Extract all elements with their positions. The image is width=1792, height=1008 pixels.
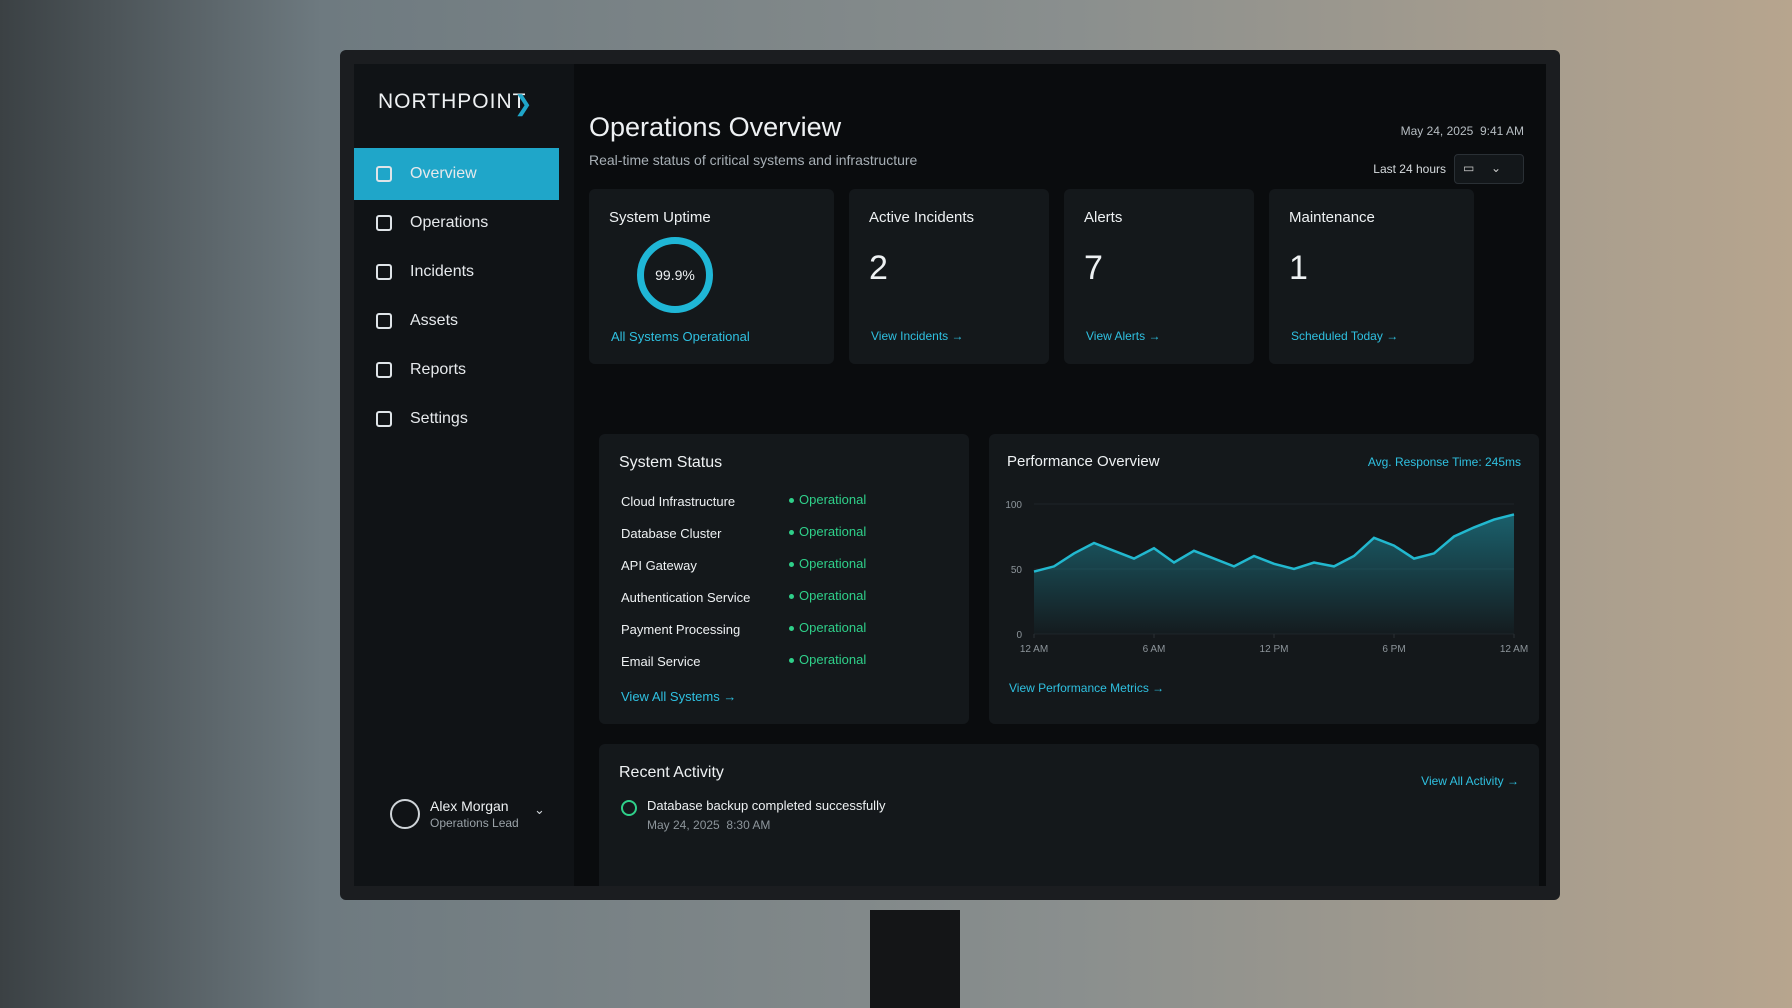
- user-role: Operations Lead: [430, 816, 519, 830]
- stat-value: 7: [1084, 249, 1103, 287]
- system-name: Database Cluster: [621, 526, 722, 541]
- date: May 24, 2025: [647, 818, 720, 832]
- card-title: System Uptime: [609, 209, 711, 226]
- link-text[interactable]: View Incidents: [871, 329, 949, 343]
- uptime-ring: 99.9%: [637, 237, 713, 313]
- system-status: Operational: [799, 524, 867, 539]
- area: [1034, 514, 1514, 634]
- nav-item[interactable]: Overview: [354, 148, 559, 200]
- activity-text: Database backup completed successfully: [647, 798, 886, 813]
- status-dot: [789, 498, 794, 503]
- activity-card: Recent Activity View All Activity → Data…: [599, 744, 1539, 886]
- page-title: Operations Overview: [589, 112, 842, 142]
- stat-card: Alerts 7 View Alerts →: [1064, 189, 1254, 364]
- card-title: Recent Activity: [619, 764, 724, 781]
- nav-icon[interactable]: [376, 215, 392, 231]
- time: 9:41 AM: [1479, 124, 1524, 138]
- success-icon: [621, 800, 637, 816]
- system-status-card: System Status Cloud Infrastructure Operat…: [599, 434, 969, 724]
- system-status: Operational: [799, 652, 867, 667]
- datetime: May 24, 2025 9:41 AM: [1401, 124, 1524, 138]
- view-link[interactable]: View All Activity →: [1421, 774, 1519, 788]
- stat-card: Active Incidents 2 View Incidents →: [849, 189, 1049, 364]
- nav-icon[interactable]: [376, 411, 392, 427]
- card-title: Active Incidents: [869, 209, 975, 226]
- nav-icon[interactable]: [376, 166, 392, 182]
- chart: Performance Overview Avg. Response Time: …: [1005, 453, 1528, 695]
- system-status: Operational: [799, 588, 867, 603]
- brand-mark: ❯: [514, 91, 533, 116]
- range-picker[interactable]: ▭ ⌄: [1454, 154, 1524, 184]
- link-text[interactable]: View Alerts: [1086, 329, 1146, 343]
- status-link[interactable]: All Systems Operational: [611, 329, 750, 344]
- view-link[interactable]: View All Systems →: [621, 689, 737, 704]
- stat-value: 1: [1289, 249, 1308, 287]
- view-link[interactable]: View Alerts →: [1086, 329, 1161, 343]
- status-dot: [789, 562, 794, 567]
- card-title: Maintenance: [1289, 209, 1375, 226]
- x-tick-label: 6 AM: [1143, 644, 1166, 655]
- system-name: Cloud Infrastructure: [621, 494, 736, 509]
- sidebar: NORTHPOINT ❯ Overview Operations Incidents…: [354, 64, 574, 886]
- status-dot: [789, 658, 794, 663]
- nav-item[interactable]: Operations: [354, 197, 559, 249]
- nav-item[interactable]: Settings: [354, 393, 559, 445]
- status-dot: [789, 594, 794, 599]
- view-link[interactable]: View Performance Metrics →: [1009, 681, 1164, 695]
- chart-annotation: Avg. Response Time: 245ms: [1368, 455, 1521, 469]
- stat-value: 2: [869, 249, 888, 287]
- status-dot: [789, 530, 794, 535]
- chart-title: Performance Overview: [1007, 453, 1160, 470]
- link-text[interactable]: Scheduled Today: [1291, 329, 1383, 343]
- stat-card: System Uptime 99.9% All Systems Operationa…: [589, 189, 834, 364]
- x-tick-label: 12 AM: [1020, 644, 1048, 655]
- x-tick-label: 12 AM: [1500, 644, 1528, 655]
- system-name: Authentication Service: [621, 590, 751, 605]
- link-text[interactable]: View All Activity: [1421, 774, 1504, 788]
- avatar: [390, 799, 420, 829]
- line: [1033, 513, 1515, 573]
- system-status: Operational: [799, 492, 867, 507]
- link-text[interactable]: View All Systems: [621, 689, 720, 704]
- brand: NORTHPOINT: [378, 90, 527, 113]
- system-name: Email Service: [621, 654, 701, 669]
- view-link[interactable]: Scheduled Today →: [1291, 329, 1399, 343]
- y-tick-label: 100: [1005, 500, 1022, 511]
- nav-icon[interactable]: [376, 362, 392, 378]
- card-title: Alerts: [1084, 209, 1123, 226]
- system-status: Operational: [799, 620, 867, 635]
- page-subtitle: Real-time status of critical systems and…: [589, 152, 918, 168]
- x-tick-label: 6 PM: [1382, 644, 1405, 655]
- y-tick-label: 0: [1016, 630, 1022, 641]
- nav-item[interactable]: Incidents: [354, 246, 559, 298]
- status-dot: [789, 626, 794, 631]
- link-text[interactable]: View Performance Metrics: [1009, 681, 1149, 695]
- system-status: Operational: [799, 556, 867, 571]
- view-link[interactable]: View Incidents →: [871, 329, 964, 343]
- activity-time: May 24, 2025 8:30 AM: [647, 818, 770, 832]
- x-tick-label: 12 PM: [1260, 644, 1289, 655]
- y-tick-label: 50: [1011, 565, 1023, 576]
- nav-item[interactable]: Reports: [354, 344, 559, 396]
- screen: NORTHPOINT ❯ Overview Operations Incidents…: [340, 50, 1560, 900]
- user-name: Alex Morgan: [430, 798, 509, 814]
- performance-card: Performance Overview Avg. Response Time: …: [989, 434, 1539, 724]
- system-name: Payment Processing: [621, 622, 741, 637]
- date: May 24, 2025: [1400, 124, 1474, 138]
- time: 8:30 AM: [726, 818, 771, 832]
- stat-card: Maintenance 1 Scheduled Today →: [1269, 189, 1474, 364]
- nav-item[interactable]: Assets: [354, 295, 559, 347]
- nav-icon[interactable]: [376, 264, 392, 280]
- monitor-stand: [870, 910, 960, 1008]
- user-menu[interactable]: ⌄: [534, 802, 545, 817]
- range[interactable]: Last 24 hours: [1373, 162, 1446, 176]
- system-name: API Gateway: [621, 558, 697, 573]
- card-title: System Status: [619, 454, 723, 471]
- nav-icon[interactable]: [376, 313, 392, 329]
